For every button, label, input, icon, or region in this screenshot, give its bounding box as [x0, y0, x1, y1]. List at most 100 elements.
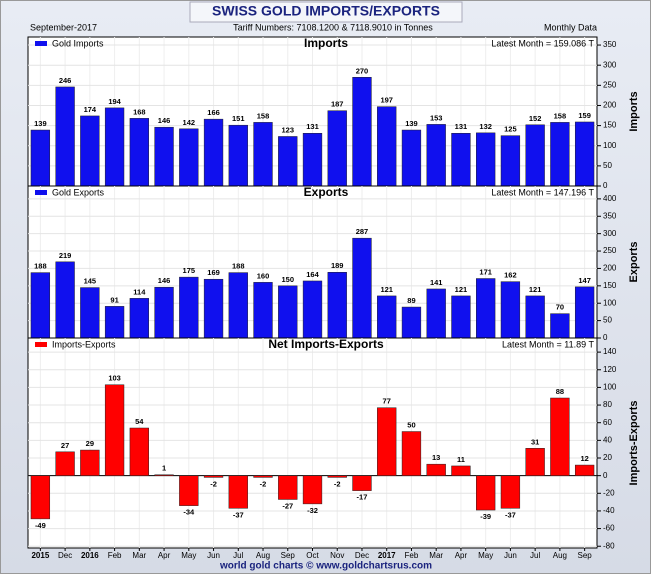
value-label: 125 — [504, 125, 517, 134]
value-label: 197 — [380, 96, 393, 105]
value-label: 121 — [529, 285, 542, 294]
y-tick-label: -40 — [603, 506, 615, 515]
x-tick-label: 2015 — [31, 551, 49, 560]
legend-swatch — [35, 190, 47, 195]
bar — [228, 475, 248, 509]
x-tick-label: Dec — [355, 551, 369, 560]
panel-title: Exports — [304, 185, 349, 199]
y-tick-label: 250 — [603, 80, 617, 89]
bar — [55, 261, 75, 339]
value-label: 139 — [34, 119, 47, 128]
header-center: Tariff Numbers: 7108.1200 & 7118.9010 in… — [233, 22, 433, 32]
y-tick-label: 100 — [603, 141, 617, 150]
x-tick-label: Oct — [306, 551, 319, 560]
value-label: 166 — [207, 108, 220, 117]
value-label: 189 — [331, 261, 344, 270]
bar — [401, 306, 422, 339]
value-label: 29 — [86, 439, 94, 448]
x-tick-label: Feb — [108, 551, 122, 560]
value-label: 91 — [110, 295, 118, 304]
bar — [80, 115, 100, 187]
x-tick-label: Sep — [578, 551, 593, 560]
bar — [203, 118, 224, 187]
value-label: 162 — [504, 271, 517, 280]
bar — [327, 110, 347, 187]
value-label: 146 — [158, 276, 171, 285]
x-tick-label: Nov — [330, 551, 344, 560]
x-tick-label: Feb — [405, 551, 419, 560]
y-tick-label: 0 — [603, 471, 608, 480]
bar — [80, 449, 100, 476]
y-tick-label: 400 — [603, 194, 617, 203]
value-label: 89 — [407, 296, 415, 305]
bar — [352, 475, 372, 491]
bar — [179, 475, 199, 506]
bar — [203, 475, 224, 478]
x-tick-label: Jul — [233, 551, 243, 560]
value-label: 158 — [554, 111, 567, 120]
x-tick-label: Sep — [281, 551, 296, 560]
bar — [352, 77, 372, 187]
bar — [30, 272, 51, 339]
bar — [525, 295, 545, 339]
y-tick-label: -80 — [603, 541, 615, 550]
value-label: 175 — [183, 266, 196, 275]
bar — [228, 124, 248, 187]
bar — [278, 136, 298, 187]
x-tick-label: 2017 — [378, 551, 396, 560]
y-tick-label: 20 — [603, 453, 612, 462]
value-label: 159 — [578, 111, 591, 120]
bar — [476, 278, 496, 339]
value-label: 158 — [257, 111, 270, 120]
value-label: -32 — [307, 506, 318, 515]
bar — [574, 121, 595, 187]
bar — [179, 128, 199, 187]
value-label: -17 — [357, 493, 368, 502]
value-label: -34 — [183, 508, 195, 517]
x-tick-label: Apr — [455, 551, 468, 560]
value-label: 219 — [59, 251, 72, 260]
value-label: 121 — [455, 285, 468, 294]
value-label: 169 — [207, 268, 220, 277]
value-label: -27 — [282, 501, 293, 510]
bar — [104, 107, 125, 187]
chart-title: SWISS GOLD IMPORTS/EXPORTS — [212, 3, 440, 19]
bar — [426, 288, 446, 339]
value-label: 12 — [580, 454, 588, 463]
y-tick-label: 140 — [603, 347, 617, 356]
value-label: 121 — [380, 285, 393, 294]
value-label: 88 — [556, 387, 564, 396]
bar — [574, 286, 595, 339]
x-tick-label: Jul — [530, 551, 540, 560]
value-label: 147 — [578, 276, 591, 285]
y-axis-label: Imports — [628, 91, 640, 131]
bar — [253, 282, 273, 339]
bar — [154, 474, 174, 476]
y-tick-label: 150 — [603, 121, 617, 130]
y-tick-label: -20 — [603, 488, 615, 497]
value-label: 11 — [457, 455, 465, 464]
bar — [179, 276, 199, 339]
y-tick-label: 0 — [603, 181, 608, 190]
bar — [203, 278, 224, 339]
y-tick-label: 0 — [603, 333, 608, 342]
value-label: 139 — [405, 119, 418, 128]
bar — [154, 126, 174, 187]
y-tick-label: 120 — [603, 365, 617, 374]
x-tick-label: May — [181, 551, 196, 560]
value-label: -49 — [35, 521, 46, 530]
value-label: 164 — [306, 270, 319, 279]
value-label: 152 — [529, 114, 542, 123]
value-label: 131 — [306, 122, 319, 131]
bar — [30, 475, 51, 520]
value-label: 160 — [257, 271, 270, 280]
value-label: 194 — [108, 97, 121, 106]
bar — [525, 448, 545, 476]
value-label: -2 — [334, 479, 341, 488]
footer: world gold charts © www.goldchartsrus.co… — [219, 561, 432, 572]
bar — [476, 132, 496, 187]
value-label: 188 — [34, 262, 47, 271]
value-label: 246 — [59, 76, 72, 85]
y-tick-label: 100 — [603, 383, 617, 392]
value-label: 171 — [479, 268, 492, 277]
